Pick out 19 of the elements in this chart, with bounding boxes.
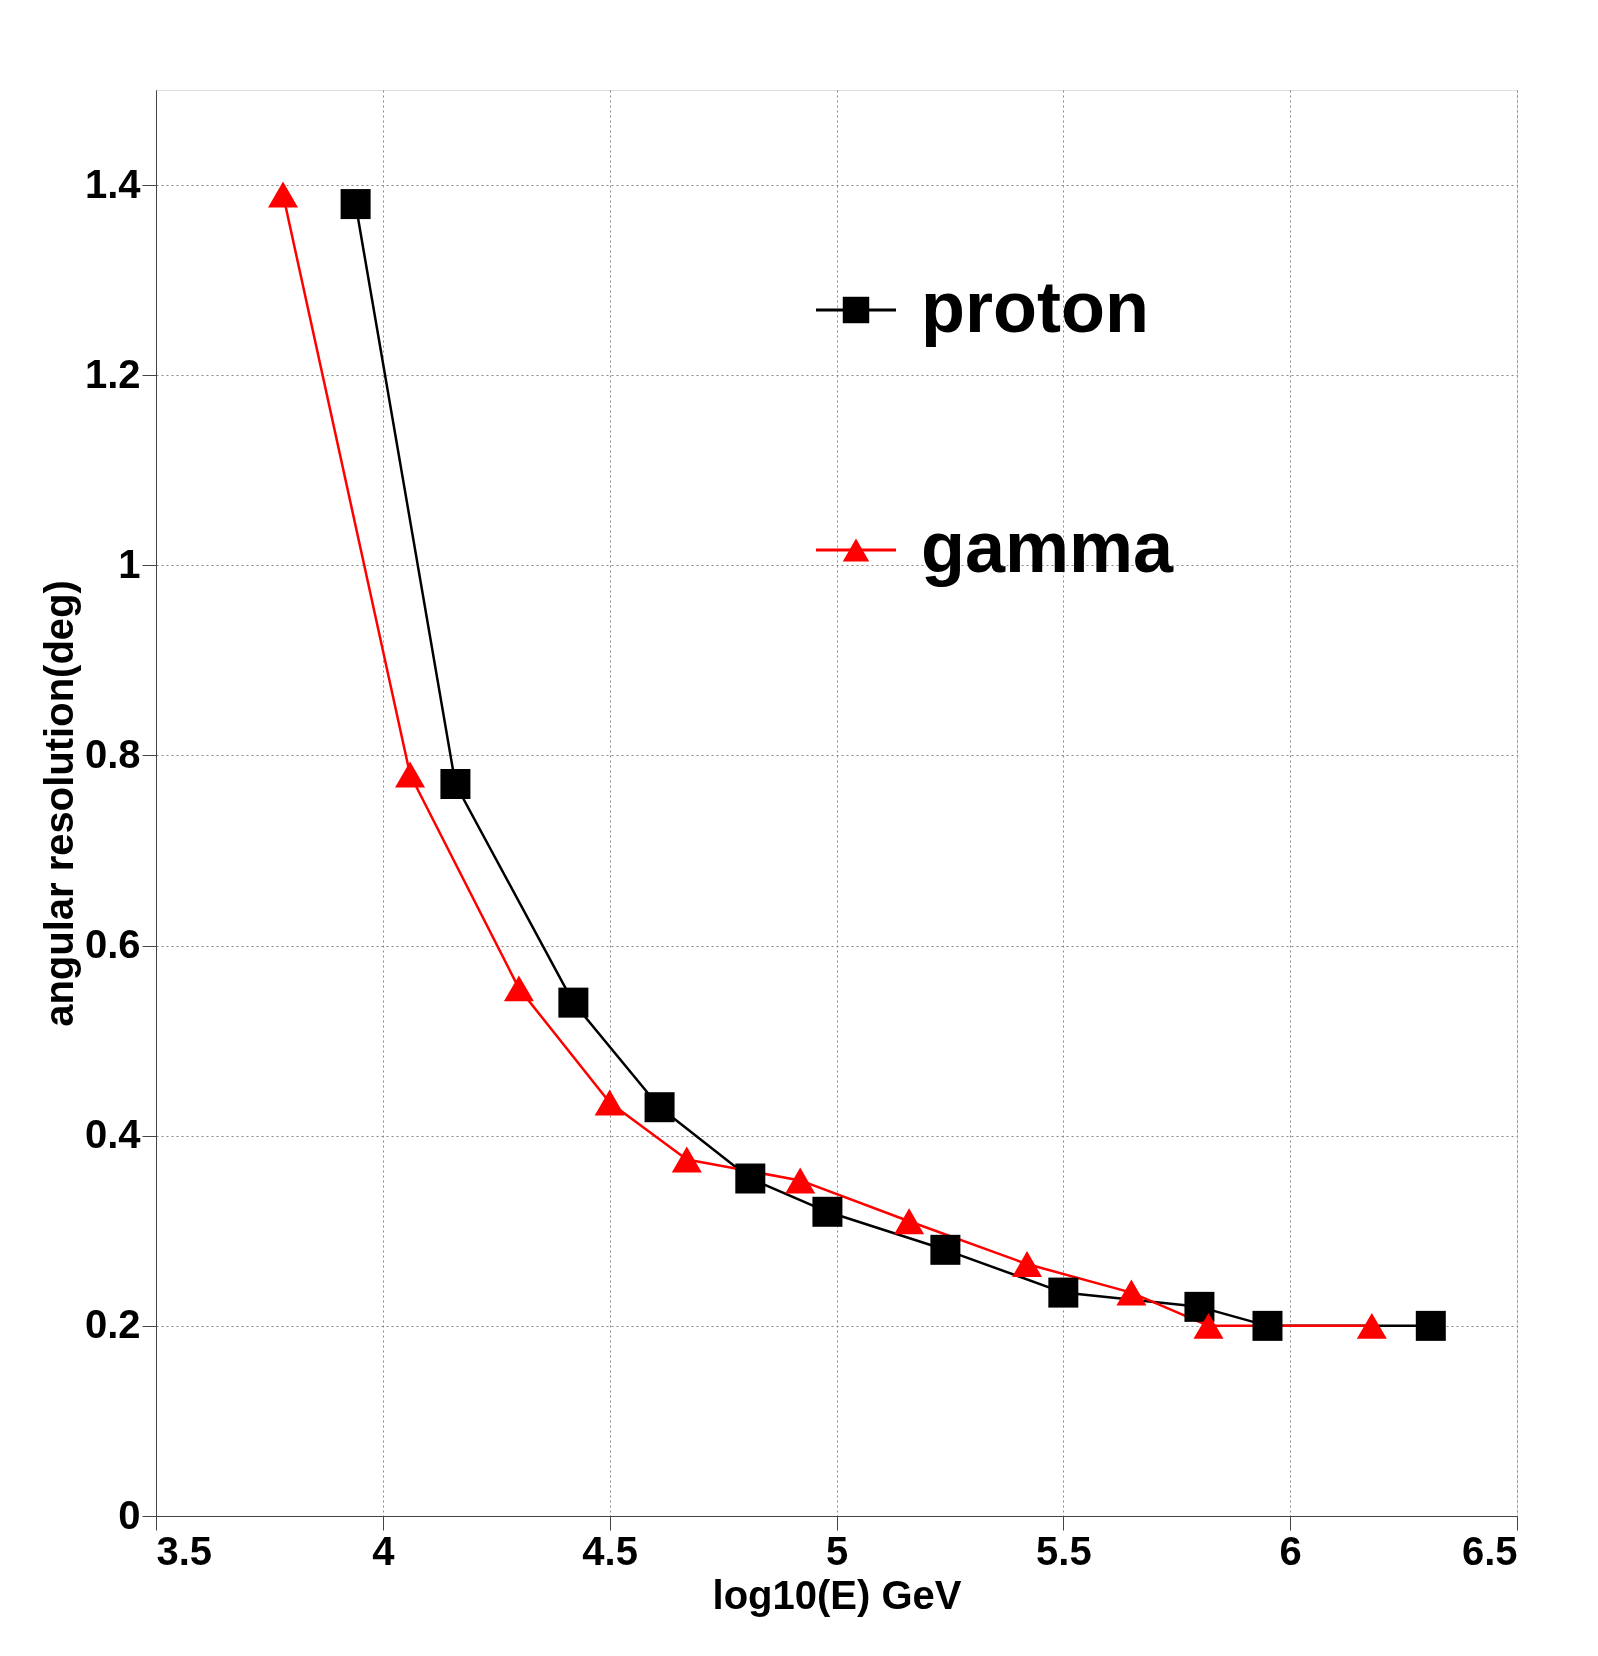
x-tick-label: 5.5 [1036,1528,1092,1573]
x-tick-label: 4 [372,1528,396,1573]
y-tick-label: 0.4 [84,1112,142,1157]
y-tick-label: 0.2 [84,1302,141,1347]
legend-label: gamma [921,507,1175,587]
y-tick-label: 0.8 [84,731,141,776]
y-tick-label: 1 [118,541,141,586]
y-tick-label: 0 [118,1492,141,1537]
y-axis-title: angular resolution(deg) [36,580,81,1027]
x-tick-label: 6.5 [1461,1528,1518,1573]
x-tick-label: 3.5 [156,1528,213,1573]
x-tick-label: 4.5 [582,1528,638,1573]
x-axis-title: log10(E) GeV [712,1572,962,1617]
x-tick-label: 5 [825,1528,849,1573]
x-tick-label: 6 [1279,1528,1302,1573]
y-tick-label: 0.6 [84,922,141,967]
y-tick-label: 1.2 [84,351,141,396]
y-tick-label: 1.4 [84,161,142,206]
legend-label: proton [921,267,1149,347]
